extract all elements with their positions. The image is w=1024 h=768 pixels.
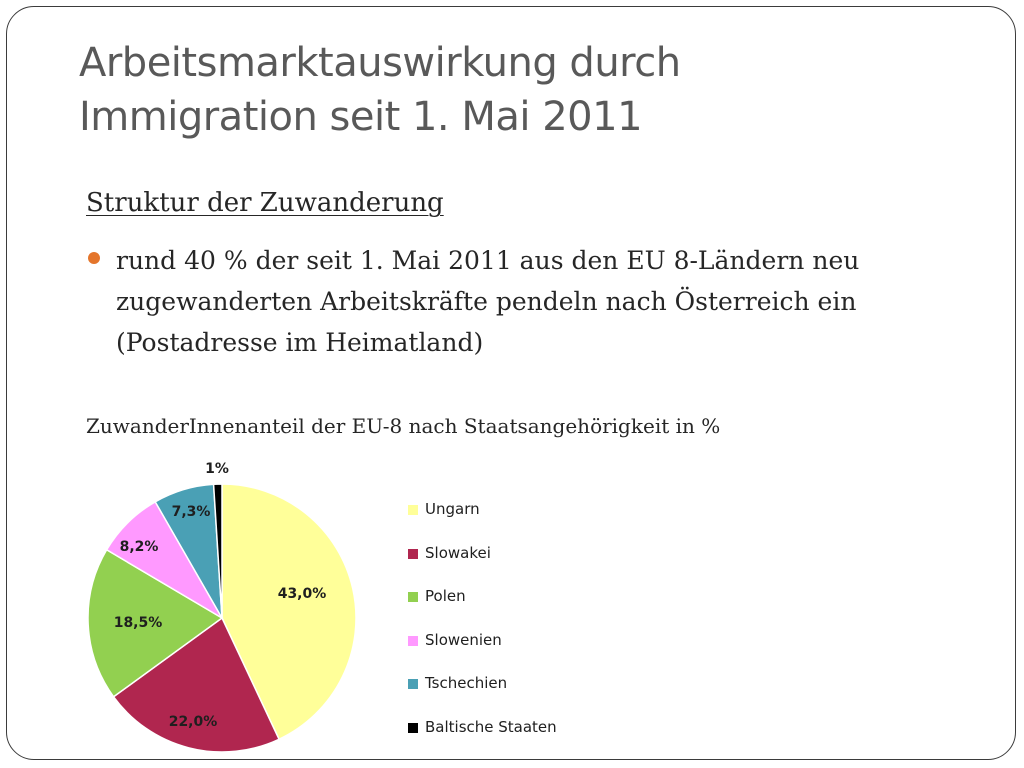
legend-label: Tschechien (425, 674, 508, 692)
legend-item-slowakei: Slowakei (408, 544, 608, 564)
legend-item-baltische-staaten: Baltische Staaten (408, 718, 608, 738)
legend-swatch (408, 505, 418, 515)
bullet-text: rund 40 % der seit 1. Mai 2011 aus den E… (116, 246, 860, 357)
legend-label: Baltische Staaten (425, 717, 557, 736)
legend-label: Polen (425, 587, 466, 605)
slide-title: Arbeitsmarktauswirkung durch Immigration… (79, 36, 959, 144)
legend-item-tschechien: Tschechien (408, 674, 608, 694)
slide-title-line-1: Arbeitsmarktauswirkung durch (79, 40, 681, 86)
bullet-icon (88, 252, 100, 264)
legend-item-polen: Polen (408, 587, 608, 607)
legend-swatch (408, 635, 418, 646)
section-subheading: Struktur der Zuwanderung (86, 188, 444, 218)
data-label-ungarn: 43,0% (278, 586, 327, 602)
legend-item-slowenien: Slowenien (408, 631, 608, 651)
slide-title-line-2: Immigration seit 1. Mai 2011 (79, 94, 643, 140)
data-label-polen: 18,5% (114, 615, 163, 631)
legend-swatch (408, 548, 418, 559)
legend-swatch (408, 679, 418, 689)
pie-slice-ungarn (221, 483, 357, 741)
legend-swatch (408, 592, 418, 602)
pie-slice-slowakei (112, 616, 281, 753)
legend-label: Slowakei (425, 543, 491, 562)
data-label-baltische-staaten: 1% (205, 461, 229, 477)
data-label-slowakei: 22,0% (169, 714, 218, 730)
data-label-tschechien: 7,3% (172, 504, 211, 520)
data-label-slowenien: 8,2% (120, 539, 159, 555)
legend-swatch (408, 722, 418, 733)
pie-slice-baltische-staaten (212, 483, 223, 619)
chart-caption: ZuwanderInnenanteil der EU-8 nach Staats… (86, 414, 721, 438)
legend-label: Ungarn (425, 500, 480, 518)
legend-item-ungarn: Ungarn (408, 500, 608, 520)
legend-label: Slowenien (425, 630, 502, 649)
pie-slice-polen (87, 548, 224, 698)
